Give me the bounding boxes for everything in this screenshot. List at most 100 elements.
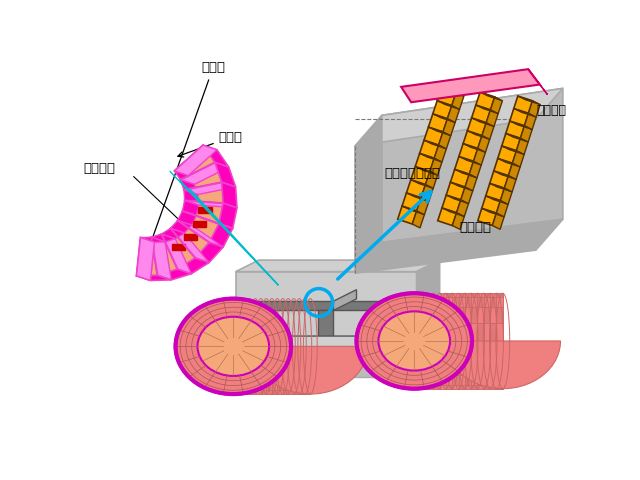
Polygon shape — [277, 302, 283, 312]
Polygon shape — [300, 380, 305, 390]
Polygon shape — [458, 359, 465, 375]
Polygon shape — [175, 171, 195, 184]
Polygon shape — [170, 220, 209, 258]
Polygon shape — [427, 293, 433, 297]
Polygon shape — [355, 219, 563, 273]
Polygon shape — [244, 328, 250, 347]
Polygon shape — [300, 312, 305, 328]
Polygon shape — [305, 380, 310, 390]
Polygon shape — [305, 347, 310, 365]
Polygon shape — [151, 234, 177, 275]
Polygon shape — [433, 375, 440, 385]
Polygon shape — [182, 211, 219, 224]
Polygon shape — [467, 118, 486, 135]
Polygon shape — [283, 302, 288, 312]
Polygon shape — [234, 347, 239, 365]
Polygon shape — [255, 302, 260, 312]
Polygon shape — [283, 380, 288, 390]
Polygon shape — [461, 187, 473, 204]
Polygon shape — [490, 97, 502, 114]
Polygon shape — [259, 348, 394, 357]
Polygon shape — [442, 87, 464, 96]
Polygon shape — [255, 380, 260, 390]
Polygon shape — [471, 341, 477, 359]
Polygon shape — [239, 347, 244, 365]
Polygon shape — [477, 297, 484, 307]
Polygon shape — [250, 390, 255, 394]
Polygon shape — [433, 341, 440, 359]
Polygon shape — [294, 390, 300, 394]
Polygon shape — [427, 359, 433, 375]
Polygon shape — [420, 385, 427, 389]
Polygon shape — [477, 359, 484, 375]
Polygon shape — [288, 390, 294, 394]
Polygon shape — [471, 293, 477, 297]
Polygon shape — [255, 347, 260, 365]
Polygon shape — [255, 299, 260, 302]
Polygon shape — [420, 359, 427, 375]
Polygon shape — [250, 312, 255, 328]
Polygon shape — [484, 297, 490, 307]
Polygon shape — [427, 341, 433, 359]
Polygon shape — [458, 359, 465, 375]
Polygon shape — [494, 171, 516, 180]
Polygon shape — [497, 359, 503, 375]
Polygon shape — [435, 145, 446, 162]
Polygon shape — [300, 312, 305, 328]
Polygon shape — [180, 163, 221, 190]
Polygon shape — [420, 293, 427, 297]
Polygon shape — [471, 293, 477, 297]
Polygon shape — [465, 323, 471, 341]
Polygon shape — [288, 380, 294, 390]
Polygon shape — [283, 299, 288, 302]
Polygon shape — [452, 375, 458, 385]
Polygon shape — [414, 307, 420, 323]
Polygon shape — [272, 312, 277, 328]
Polygon shape — [477, 323, 484, 341]
Polygon shape — [283, 328, 288, 347]
Polygon shape — [497, 375, 503, 385]
Polygon shape — [260, 347, 266, 365]
Polygon shape — [300, 347, 305, 365]
Polygon shape — [177, 258, 209, 274]
Polygon shape — [427, 323, 433, 341]
Polygon shape — [433, 359, 440, 375]
Polygon shape — [490, 293, 497, 297]
Polygon shape — [414, 385, 420, 389]
Polygon shape — [209, 224, 233, 247]
Polygon shape — [277, 380, 283, 390]
Polygon shape — [477, 375, 484, 385]
Polygon shape — [255, 328, 260, 347]
Polygon shape — [234, 365, 239, 380]
Polygon shape — [471, 385, 477, 389]
Polygon shape — [239, 302, 244, 312]
Polygon shape — [305, 328, 310, 347]
Polygon shape — [446, 323, 452, 341]
Polygon shape — [260, 312, 266, 328]
Polygon shape — [414, 307, 420, 323]
Polygon shape — [420, 375, 427, 385]
Polygon shape — [440, 385, 446, 389]
Polygon shape — [283, 312, 288, 328]
Polygon shape — [244, 390, 250, 394]
Polygon shape — [471, 341, 477, 359]
Polygon shape — [427, 385, 433, 389]
Polygon shape — [260, 299, 266, 302]
Polygon shape — [180, 163, 215, 180]
Polygon shape — [440, 307, 446, 323]
Polygon shape — [244, 365, 250, 380]
Polygon shape — [427, 375, 433, 385]
Polygon shape — [294, 302, 300, 312]
Polygon shape — [414, 341, 420, 359]
Polygon shape — [260, 347, 266, 365]
Ellipse shape — [378, 312, 450, 371]
Polygon shape — [260, 390, 266, 394]
Polygon shape — [277, 299, 283, 302]
Polygon shape — [136, 238, 154, 280]
Polygon shape — [255, 299, 260, 302]
Polygon shape — [234, 365, 239, 380]
Polygon shape — [420, 375, 427, 385]
Polygon shape — [277, 299, 283, 302]
Polygon shape — [497, 385, 503, 389]
Polygon shape — [465, 307, 471, 323]
